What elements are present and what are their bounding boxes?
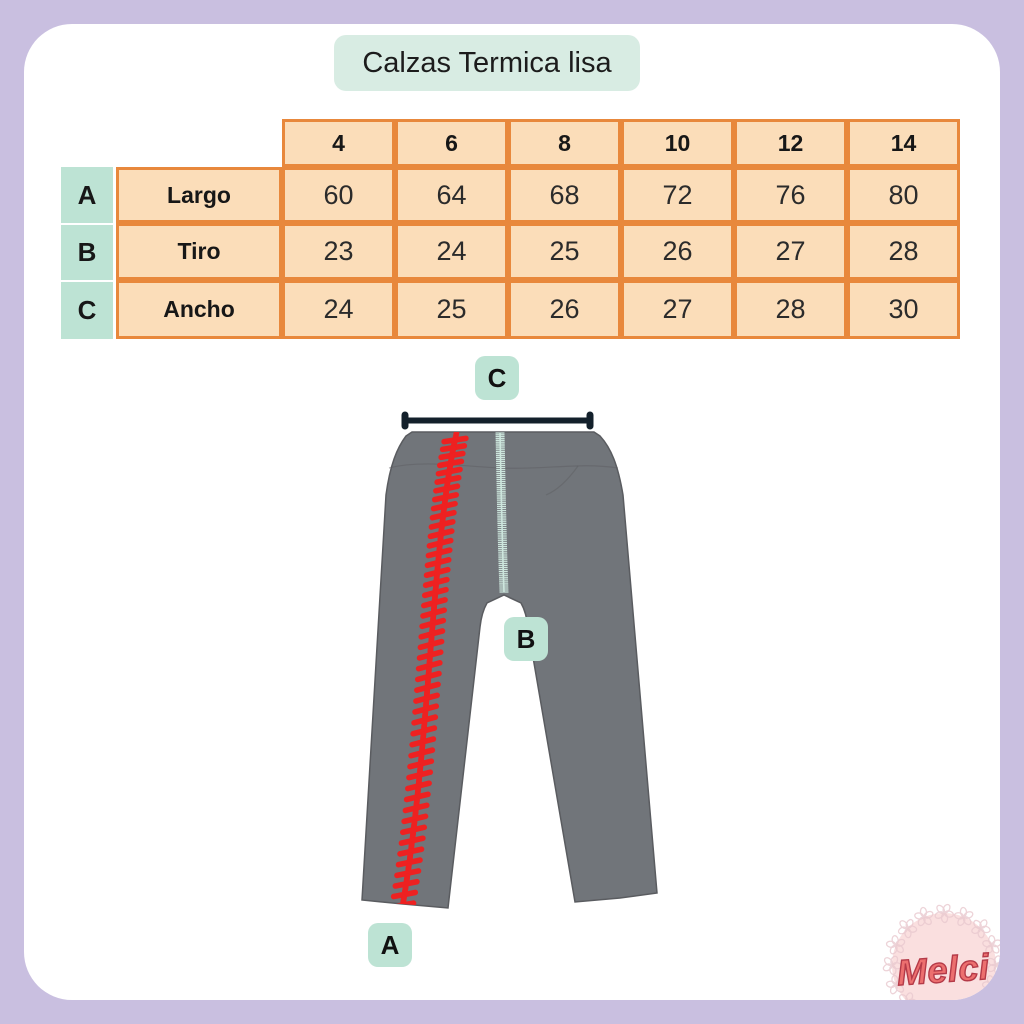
svg-text:Melci: Melci bbox=[896, 946, 992, 993]
